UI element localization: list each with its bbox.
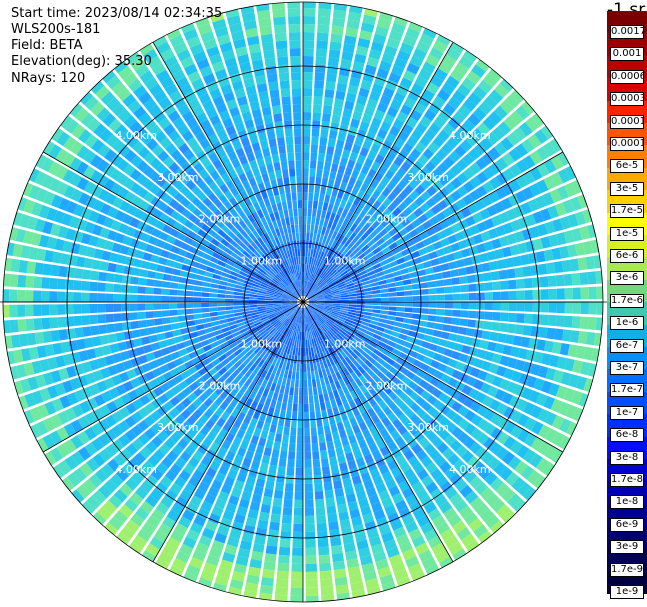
range-ring-label: 4.00km: [449, 129, 491, 142]
colorbar-tick-label: 1.7e-6: [610, 293, 644, 308]
range-ring-label: 2.00km: [199, 379, 241, 392]
colorbar-tick-label: 3e-6: [610, 271, 644, 286]
nrays-label: NRays: 120: [11, 71, 86, 86]
range-ring-label: 4.00km: [115, 463, 157, 476]
azimuth-line: [302, 41, 454, 303]
azimuth-line: [152, 301, 304, 563]
azimuth-line: [42, 151, 304, 303]
polar-grid: [0, 1, 607, 603]
colorbar-tick-label: 0.0006: [610, 69, 644, 84]
colorbar-tick-label: 1e-6: [610, 316, 644, 331]
instrument-label: WLS200s-181: [11, 22, 101, 37]
colorbar-tick-label: 3e-8: [610, 450, 644, 465]
field-label: Field: BETA: [11, 38, 83, 53]
colorbar-tick-label: 1.7e-5: [610, 204, 644, 219]
range-ring-label: 4.00km: [449, 463, 491, 476]
range-ring-label: 3.00km: [157, 421, 199, 434]
colorbar-tick-label: 3e-7: [610, 361, 644, 375]
azimuth-line: [302, 301, 454, 563]
colorbar-tick-label: 6e-7: [610, 338, 644, 353]
azimuth-line: [42, 301, 304, 453]
azimuth-line: [302, 151, 564, 303]
range-ring-label: 1.00km: [324, 254, 366, 267]
range-ring-label: 3.00km: [407, 421, 449, 434]
colorbar-tick-label: 1.7e-9: [610, 562, 644, 577]
range-ring-label: 3.00km: [407, 171, 449, 184]
colorbar-tick-label: 1.7e-8: [610, 473, 644, 487]
colorbar-tick-label: 6e-5: [610, 159, 644, 174]
range-ring-label: 2.00km: [366, 379, 408, 392]
elevation-label: Elevation(deg): 35.30: [11, 54, 152, 69]
range-ring-label: 3.00km: [157, 171, 199, 184]
range-ring-label: 1.00km: [240, 254, 282, 267]
range-ring-label: 1.00km: [324, 338, 366, 351]
colorbar-tick-label: 3e-5: [610, 181, 644, 196]
colorbar-tick-label: 3e-9: [610, 540, 644, 555]
azimuth-line: [152, 41, 304, 303]
range-ring-label: 4.00km: [115, 129, 157, 142]
range-ring-label: 2.00km: [199, 213, 241, 226]
scan-data-layer: [3, 2, 603, 602]
colorbar-tick-label: 1e-8: [610, 495, 644, 510]
colorbar-tick-label: 6e-6: [610, 249, 644, 263]
azimuth-line: [302, 301, 564, 453]
colorbar-tick-label: 1.7e-7: [610, 383, 644, 398]
range-ring-label: 1.00km: [240, 338, 282, 351]
colorbar-tick-label: 0.00017: [610, 114, 644, 129]
colorbar-tick-label: 1e-5: [610, 226, 644, 241]
start-time-label: Start time: 2023/08/14 02:34:35: [11, 6, 223, 21]
colorbar-tick-label: 6e-9: [610, 517, 644, 532]
colorbar-tick-label: 1e-7: [610, 405, 644, 420]
colorbar-tick-label: 1e-9: [610, 585, 644, 599]
colorbar-tick-label: 0.0017: [610, 25, 644, 39]
range-ring-label: 2.00km: [366, 213, 408, 226]
colorbar-tick-label: 0.001: [610, 47, 644, 62]
colorbar-tick-label: 6e-8: [610, 428, 644, 443]
colorbar-tick-label: 0.0001: [610, 137, 644, 151]
colorbar-tick-label: 0.0003: [610, 92, 644, 107]
